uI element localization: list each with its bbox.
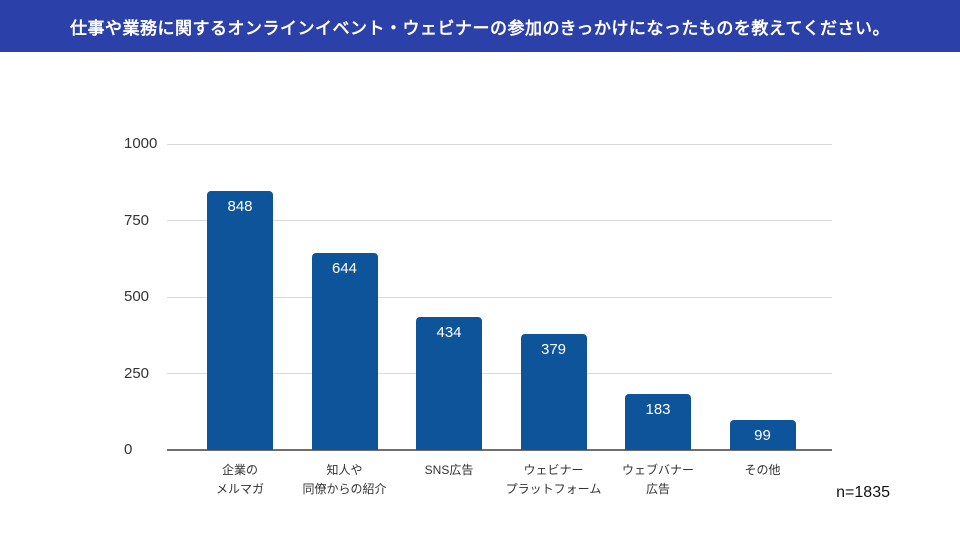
bar-value-label: 183 (645, 401, 671, 418)
category-label: その他 (744, 463, 781, 477)
bar (729, 419, 796, 450)
page-title: 仕事や業務に関するオンラインイベント・ウェビナーの参加のきっかけになったものを教… (70, 18, 890, 38)
x-axis-line (167, 449, 832, 451)
bar-value-label: 644 (331, 259, 358, 277)
category-label: ウェブバナー 広告 (621, 463, 694, 496)
bar (520, 334, 587, 450)
gridline (167, 296, 832, 298)
bar-value-label: 848 (227, 197, 253, 215)
title-banner: 仕事や業務に関するオンラインイベント・ウェビナーの参加のきっかけになったものを教… (0, 0, 960, 52)
category-label: 知人や 同僚からの紹介 (302, 463, 387, 496)
bar (311, 252, 378, 450)
bar-value-label: 434 (436, 324, 462, 342)
gridline (167, 143, 832, 145)
y-axis-tick-label: 1000 (124, 135, 158, 152)
bar (207, 190, 273, 450)
bar-value-label: 379 (540, 341, 567, 359)
y-axis-tick-label: 0 (124, 441, 133, 458)
sample-size-label: n=1835 (836, 484, 890, 501)
category-label: 企業の メルマガ (215, 463, 264, 496)
y-axis-tick-label: 500 (124, 288, 150, 305)
category-label: SNS広告 (424, 463, 474, 477)
bar-value-label: 99 (754, 426, 771, 444)
y-axis-tick-label: 250 (124, 364, 150, 382)
category-label: ウェビナー プラットフォーム (505, 463, 602, 496)
bar (625, 394, 691, 450)
bar (416, 317, 482, 450)
gridline (167, 373, 832, 374)
y-axis-tick-label: 750 (124, 211, 150, 229)
gridline (167, 220, 832, 221)
